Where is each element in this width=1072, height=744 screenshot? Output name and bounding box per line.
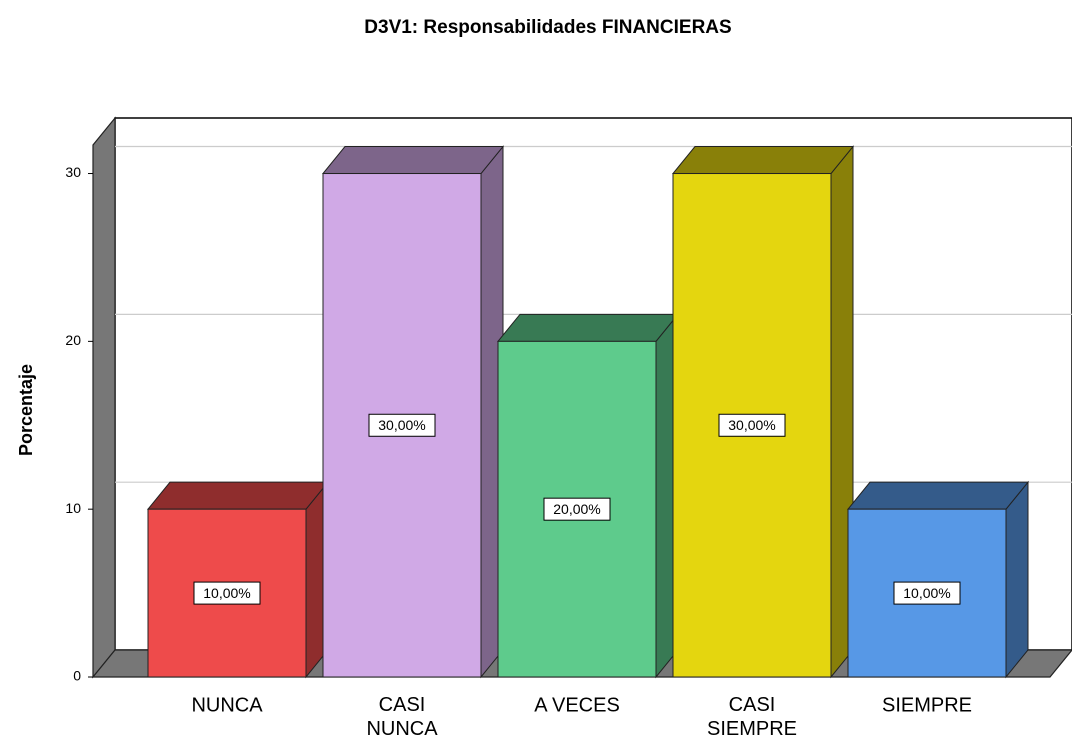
y-axis-label: Porcentaje <box>16 364 36 456</box>
value-label: 30,00% <box>728 417 775 433</box>
value-label-box <box>718 413 786 437</box>
value-label: 10,00% <box>203 585 250 601</box>
bar-top <box>671 146 855 175</box>
bar-top <box>146 481 330 510</box>
bar-side <box>1005 480 1029 679</box>
value-label: 20,00% <box>553 501 600 517</box>
y-tick-label: 0 <box>73 668 81 684</box>
x-tick-label: CASI NUNCA <box>366 694 438 740</box>
value-label-box <box>893 581 961 605</box>
x-tick-label: CASI SIEMPRE <box>707 694 797 740</box>
value-label-box <box>543 497 611 521</box>
bar-top <box>496 313 680 342</box>
bar <box>146 480 330 679</box>
x-tick-label: SIEMPRE <box>882 694 972 716</box>
bar <box>496 312 680 679</box>
x-tick-label: NUNCA <box>191 694 263 716</box>
value-label: 10,00% <box>903 585 950 601</box>
bar <box>846 480 1030 679</box>
bar-top <box>846 481 1030 510</box>
y-tick-label: 20 <box>65 332 81 348</box>
y-tick-label: 10 <box>65 500 81 516</box>
bar <box>671 145 855 679</box>
left-wall <box>92 116 116 679</box>
chart-title: D3V1: Responsabilidades FINANCIERAS <box>364 17 731 38</box>
value-label-box <box>368 413 436 437</box>
bar <box>321 145 505 679</box>
value-label: 30,00% <box>378 417 425 433</box>
value-label-box <box>193 581 261 605</box>
y-tick-label: 30 <box>65 164 81 180</box>
x-tick-label: A VECES <box>534 694 620 716</box>
bar-top <box>321 146 505 175</box>
